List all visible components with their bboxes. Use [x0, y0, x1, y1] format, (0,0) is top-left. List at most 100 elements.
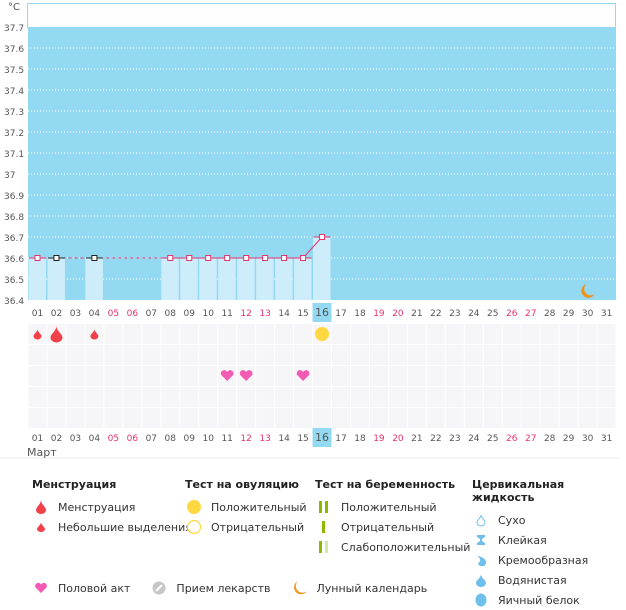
marker-cell — [123, 366, 142, 386]
marker-cell — [559, 387, 578, 407]
moon-icon — [291, 580, 309, 596]
marker-cell — [369, 408, 388, 428]
day-label: 20 — [392, 309, 404, 319]
temperature-bar — [218, 258, 236, 300]
marker-cell — [313, 408, 332, 428]
marker-cell — [388, 387, 407, 407]
temperature-bar — [28, 258, 46, 300]
day-label: 08 — [165, 434, 177, 444]
marker-cell — [256, 345, 275, 365]
marker-cell — [559, 408, 578, 428]
marker-cell — [350, 408, 369, 428]
x-axis-labels-bottom: 01 02 03 04 05 06 07 08 09 10 11 12 13 14 15 16 17 18 19 20… — [32, 428, 612, 447]
day-label: 30 — [582, 309, 594, 319]
marker-cell — [313, 345, 332, 365]
marker-cell — [161, 387, 180, 407]
y-tick-label: 36.8 — [4, 213, 24, 223]
marker-cell — [275, 387, 294, 407]
marker-cell — [502, 345, 521, 365]
marker-cell — [426, 366, 445, 386]
one-line-icon — [315, 519, 333, 535]
day-label: 18 — [354, 434, 366, 444]
temperature-bar — [275, 258, 293, 300]
marker-cell — [104, 324, 123, 344]
day-label: 19 — [373, 309, 385, 319]
marker-cell — [388, 345, 407, 365]
day-label: 03 — [70, 309, 81, 319]
marker-cell — [540, 345, 559, 365]
marker-cell — [597, 324, 616, 344]
marker-cell — [218, 324, 237, 344]
day-label: 21 — [411, 309, 422, 319]
temperature-point — [262, 255, 269, 261]
marker-cell — [597, 345, 616, 365]
day-label: 12 — [240, 434, 251, 444]
day-label: 29 — [563, 434, 575, 444]
day-label: 25 — [487, 309, 498, 319]
marker-cell — [161, 345, 180, 365]
day-label: 04 — [89, 309, 101, 319]
temperature-bar — [199, 258, 217, 300]
marker-cell — [369, 345, 388, 365]
ovulation-positive-marker — [315, 327, 330, 341]
marker-cell — [578, 366, 597, 386]
marker-cell — [464, 408, 483, 428]
day-label: 28 — [544, 434, 556, 444]
marker-cell — [294, 408, 313, 428]
marker-cell — [540, 324, 559, 344]
bbt-chart: 37.7 37.6 37.5 37.4 37.3 37.2 37.1 37 36.9 36.8 36… — [0, 2, 620, 459]
marker-cell — [540, 366, 559, 386]
marker-cell — [559, 324, 578, 344]
day-label: 10 — [202, 434, 214, 444]
marker-cell — [66, 387, 85, 407]
temperature-bar — [294, 258, 312, 300]
temperature-point — [243, 255, 250, 261]
spotting-drop — [90, 329, 99, 340]
legend-item: Лунный календарь — [291, 578, 427, 598]
marker-cell — [464, 387, 483, 407]
y-tick-label: 37.6 — [4, 45, 24, 55]
marker-cell — [502, 408, 521, 428]
marker-cell — [407, 345, 426, 365]
marker-cell — [66, 345, 85, 365]
marker-cell — [275, 366, 294, 386]
marker-cell — [199, 345, 218, 365]
marker-cell — [426, 387, 445, 407]
marker-cell — [407, 387, 426, 407]
day-label: 05 — [108, 309, 119, 319]
legend-item: Яичный белок — [472, 590, 626, 610]
marker-cell — [332, 324, 350, 344]
marker-cell — [142, 345, 161, 365]
marker-grid — [28, 324, 616, 428]
marker-cell — [350, 345, 369, 365]
marker-cell — [521, 324, 540, 344]
legend-item: Отрицательный — [185, 517, 307, 537]
temperature-bar — [161, 258, 179, 300]
marker-cell — [502, 324, 521, 344]
temperature-bar — [237, 258, 255, 300]
marker-cell — [85, 366, 104, 386]
day-label: 09 — [184, 434, 196, 444]
marker-cell — [256, 387, 275, 407]
temperature-point — [224, 255, 231, 261]
y-tick-label: 36.5 — [4, 276, 24, 286]
marker-cell — [237, 345, 256, 365]
marker-cell — [294, 324, 313, 344]
day-label: 31 — [601, 309, 612, 319]
marker-cell — [464, 366, 483, 386]
day-label: 24 — [468, 309, 480, 319]
temperature-bar — [256, 258, 274, 300]
marker-cell — [369, 366, 388, 386]
day-label: 02 — [51, 309, 62, 319]
sticky-icon — [472, 532, 490, 548]
pill-icon — [150, 580, 168, 596]
day-label: 22 — [430, 434, 441, 444]
marker-cell — [218, 345, 237, 365]
marker-cell — [199, 387, 218, 407]
legend-ovulation-test: Тест на овуляцию Положительный Отрицател… — [185, 478, 307, 537]
y-tick-label: 36.4 — [4, 297, 24, 307]
dry-drop-icon — [472, 512, 490, 528]
marker-cell — [142, 387, 161, 407]
day-label: 03 — [70, 434, 81, 444]
watery-drop-icon — [472, 572, 490, 588]
